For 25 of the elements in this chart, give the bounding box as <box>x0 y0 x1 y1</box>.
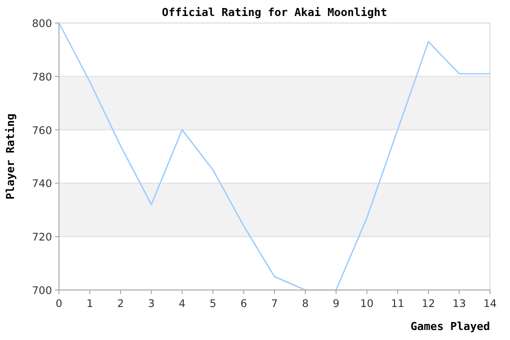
x-tick-label: 8 <box>302 298 309 310</box>
x-tick-label: 13 <box>452 298 466 310</box>
x-tick-label: 3 <box>148 298 155 310</box>
chart-title: Official Rating for Akai Moonlight <box>162 6 388 19</box>
x-tick-label: 12 <box>422 298 436 310</box>
x-tick-label: 7 <box>271 298 278 310</box>
y-axis-title: Player Rating <box>4 113 17 200</box>
x-tick-label: 1 <box>86 298 94 310</box>
y-tick-label: 720 <box>32 232 52 244</box>
x-tick-label: 0 <box>56 298 62 310</box>
x-tick-label: 5 <box>210 298 216 310</box>
x-axis-title: Games Played <box>410 320 490 333</box>
y-tick-label: 700 <box>32 285 52 297</box>
x-tick-label: 9 <box>332 298 340 310</box>
line-series <box>58 22 491 291</box>
x-tick-label: 2 <box>117 298 124 310</box>
x-tick-label: 10 <box>360 298 374 310</box>
x-tick-label: 11 <box>390 298 404 310</box>
x-tick-label: 14 <box>483 298 497 310</box>
x-tick-label: 4 <box>178 298 186 310</box>
y-tick-label: 780 <box>32 71 52 84</box>
y-tick-label: 740 <box>32 178 52 190</box>
y-tick-label: 760 <box>32 124 52 137</box>
x-tick-label: 6 <box>240 298 248 310</box>
y-tick-label: 800 <box>32 18 52 30</box>
